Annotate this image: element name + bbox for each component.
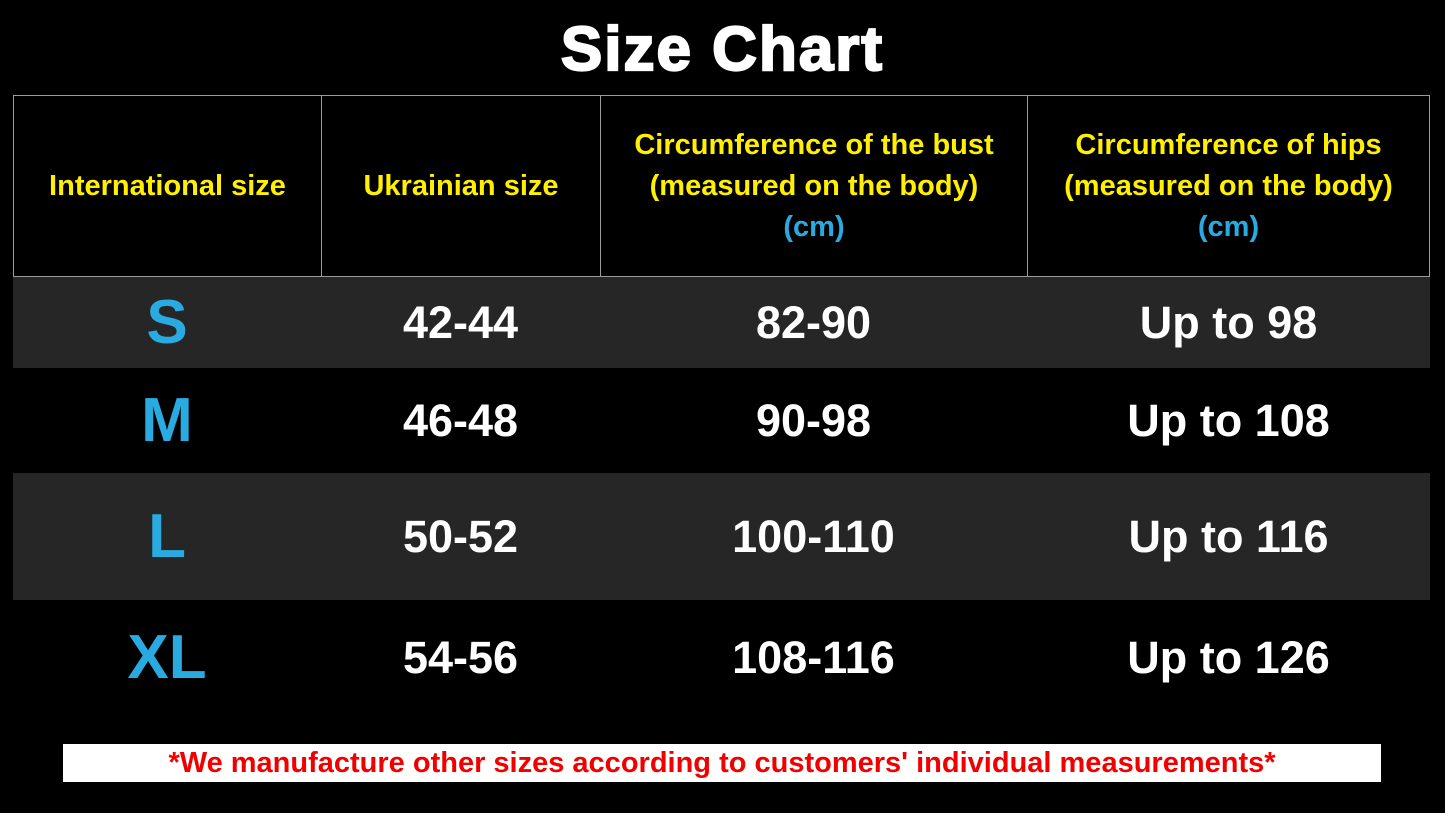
cell-value: 100-110 — [732, 511, 895, 562]
header-unit-cm: (cm) — [783, 210, 845, 243]
footer-note-text: *We manufacture other sizes according to… — [168, 746, 1276, 779]
cell-hips: Up to 126 — [1027, 635, 1430, 680]
size-chart-table: International size Ukrainian size Circum… — [13, 95, 1430, 715]
footer-banner: *We manufacture other sizes according to… — [63, 744, 1381, 782]
size-letter: S — [146, 287, 188, 357]
cell-ukrainian: 54-56 — [321, 635, 600, 680]
cell-value: 82-90 — [755, 297, 872, 348]
cell-value: 90-98 — [755, 395, 872, 446]
cell-bust: 90-98 — [600, 398, 1027, 443]
cell-ukrainian: 46-48 — [321, 398, 600, 443]
cell-value: 108-116 — [732, 632, 895, 683]
size-letter: XL — [127, 622, 207, 692]
cell-international: S — [13, 287, 321, 357]
cell-value: 50-52 — [402, 511, 519, 562]
header-label: Ukrainian size — [363, 169, 559, 202]
cell-bust: 100-110 — [600, 514, 1027, 559]
header-bust-circumference: Circumference of the bust (measured on t… — [601, 96, 1028, 276]
header-label: Circumference of the bust (measured on t… — [634, 128, 994, 202]
cell-value: Up to 108 — [1127, 395, 1330, 446]
header-international-size: International size — [14, 96, 322, 276]
size-letter: M — [141, 385, 193, 455]
table-row-xl: XL 54-56 108-116 Up to 126 — [13, 600, 1430, 715]
header-label: International size — [49, 169, 286, 202]
header-label: Circumference of hips (measured on the b… — [1064, 128, 1393, 202]
cell-value: Up to 116 — [1128, 511, 1329, 562]
cell-international: L — [13, 501, 321, 571]
cell-value: Up to 126 — [1127, 632, 1330, 683]
cell-bust: 82-90 — [600, 300, 1027, 345]
table-row-m: M 46-48 90-98 Up to 108 — [13, 368, 1430, 473]
cell-hips: Up to 98 — [1027, 300, 1430, 345]
table-header-row: International size Ukrainian size Circum… — [13, 95, 1430, 277]
cell-bust: 108-116 — [600, 635, 1027, 680]
cell-hips: Up to 116 — [1027, 514, 1430, 559]
header-ukrainian-size: Ukrainian size — [322, 96, 601, 276]
cell-hips: Up to 108 — [1027, 398, 1430, 443]
cell-ukrainian: 50-52 — [321, 514, 600, 559]
cell-value: 42-44 — [402, 297, 519, 348]
table-row-s: S 42-44 82-90 Up to 98 — [13, 277, 1430, 368]
page-title: Size Chart — [560, 13, 885, 84]
size-letter: L — [148, 501, 186, 571]
cell-international: M — [13, 385, 321, 455]
cell-international: XL — [13, 622, 321, 692]
header-hips-circumference: Circumference of hips (measured on the b… — [1028, 96, 1429, 276]
cell-value: Up to 98 — [1139, 297, 1318, 348]
cell-value: 46-48 — [402, 395, 519, 446]
header-unit-cm: (cm) — [1197, 210, 1260, 243]
cell-value: 54-56 — [402, 632, 519, 683]
cell-ukrainian: 42-44 — [321, 300, 600, 345]
table-row-l: L 50-52 100-110 Up to 116 — [13, 473, 1430, 600]
